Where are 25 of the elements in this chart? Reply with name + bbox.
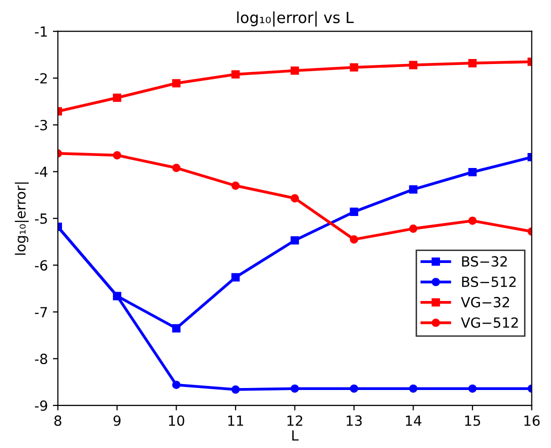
legend-label: VG−32 bbox=[460, 296, 509, 308]
legend-label: BS−32 bbox=[462, 256, 507, 267]
x-tick-label: 12 bbox=[287, 415, 302, 426]
x-axis-title: L bbox=[292, 430, 299, 441]
y-tick-label: -5 bbox=[34, 214, 47, 224]
y-tick-label: -1 bbox=[34, 26, 47, 37]
y-tick-label: -7 bbox=[34, 307, 47, 318]
y-tick-label: -3 bbox=[34, 120, 48, 130]
y-tick-label: -9 bbox=[34, 400, 48, 411]
x-tick-label: 14 bbox=[406, 416, 422, 426]
x-tick-label: 15 bbox=[465, 416, 480, 426]
x-tick-label: 13 bbox=[346, 415, 362, 426]
x-tick-label: 8 bbox=[54, 415, 62, 426]
chart-title: log₁₀|error| vs L bbox=[237, 11, 354, 27]
x-tick-label: 9 bbox=[114, 415, 121, 426]
y-tick-label: -2 bbox=[34, 73, 47, 84]
y-tick-label: -8 bbox=[34, 354, 48, 364]
legend-label: BS−512 bbox=[462, 276, 516, 288]
x-tick-label: 10 bbox=[169, 415, 184, 426]
x-tick-label: 16 bbox=[524, 415, 540, 426]
y-tick-label: -6 bbox=[34, 260, 48, 271]
y-tick-label: -4 bbox=[34, 166, 48, 177]
legend-label: VG−512 bbox=[460, 317, 518, 328]
y-axis-title: log₁₀|error| bbox=[14, 182, 29, 255]
x-tick-label: 11 bbox=[228, 416, 244, 426]
